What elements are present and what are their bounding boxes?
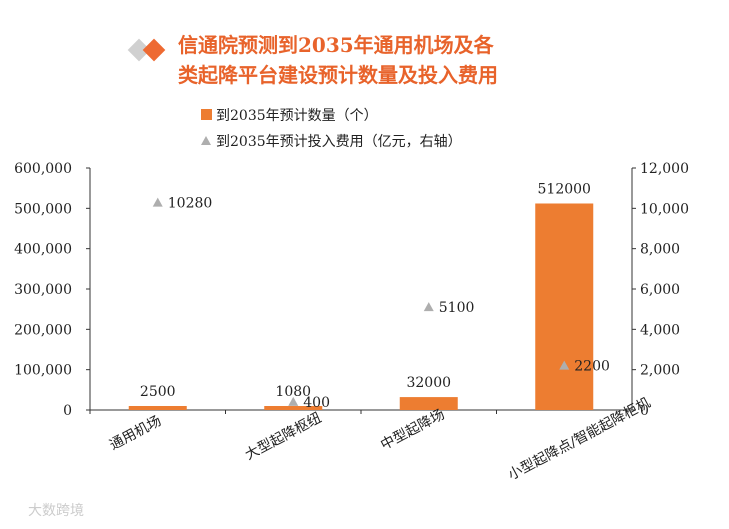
right-tick-label: 8,000 — [640, 242, 680, 258]
right-tick-label: 2,000 — [640, 363, 680, 379]
left-tick-label: 0 — [63, 403, 72, 419]
category-label: 中型起降场 — [378, 407, 447, 454]
chart-title-line2: 类起降平台建设预计数量及投入费用 — [178, 63, 498, 87]
marker-data-label: 10280 — [168, 196, 213, 212]
marker-data-label: 2200 — [574, 359, 610, 375]
bar-data-label: 512000 — [538, 181, 591, 197]
triangle-marker — [288, 396, 299, 406]
marker-data-label: 5100 — [439, 300, 475, 316]
bar-data-label: 32000 — [406, 375, 451, 391]
watermark: 大数跨境 — [28, 503, 84, 519]
bar-data-label: 2500 — [140, 384, 176, 400]
legend-triangle-marker — [201, 136, 211, 145]
bar — [264, 406, 323, 410]
bar — [128, 406, 187, 410]
left-tick-label: 300,000 — [14, 282, 72, 298]
right-tick-label: 12,000 — [640, 161, 689, 177]
triangle-marker — [423, 302, 434, 312]
left-tick-label: 100,000 — [14, 363, 72, 379]
triangle-marker — [559, 360, 570, 370]
left-tick-label: 600,000 — [14, 161, 72, 177]
bar — [535, 203, 594, 410]
category-label: 通用机场 — [107, 413, 164, 453]
triangle-marker — [152, 197, 163, 207]
right-tick-label: 0 — [640, 403, 649, 419]
legend-bar-swatch — [201, 109, 212, 120]
title-icon — [127, 38, 166, 62]
marker-data-label: 400 — [303, 395, 330, 411]
chart-title-line1: 信通院预测到2035年通用机场及各 — [178, 33, 495, 57]
category-label: 大型起降枢纽 — [243, 410, 325, 464]
left-tick-label: 400,000 — [14, 242, 72, 258]
right-tick-label: 10,000 — [640, 201, 689, 217]
left-tick-label: 500,000 — [14, 201, 72, 217]
legend-bar-label: 到2035年预计数量（个） — [216, 108, 378, 124]
left-tick-label: 200,000 — [14, 322, 72, 338]
bar — [399, 397, 458, 410]
right-tick-label: 4,000 — [640, 322, 680, 338]
bar-data-label: 1080 — [275, 384, 311, 400]
right-tick-label: 6,000 — [640, 282, 680, 298]
legend-scatter-label: 到2035年预计投入费用（亿元，右轴） — [216, 134, 462, 150]
